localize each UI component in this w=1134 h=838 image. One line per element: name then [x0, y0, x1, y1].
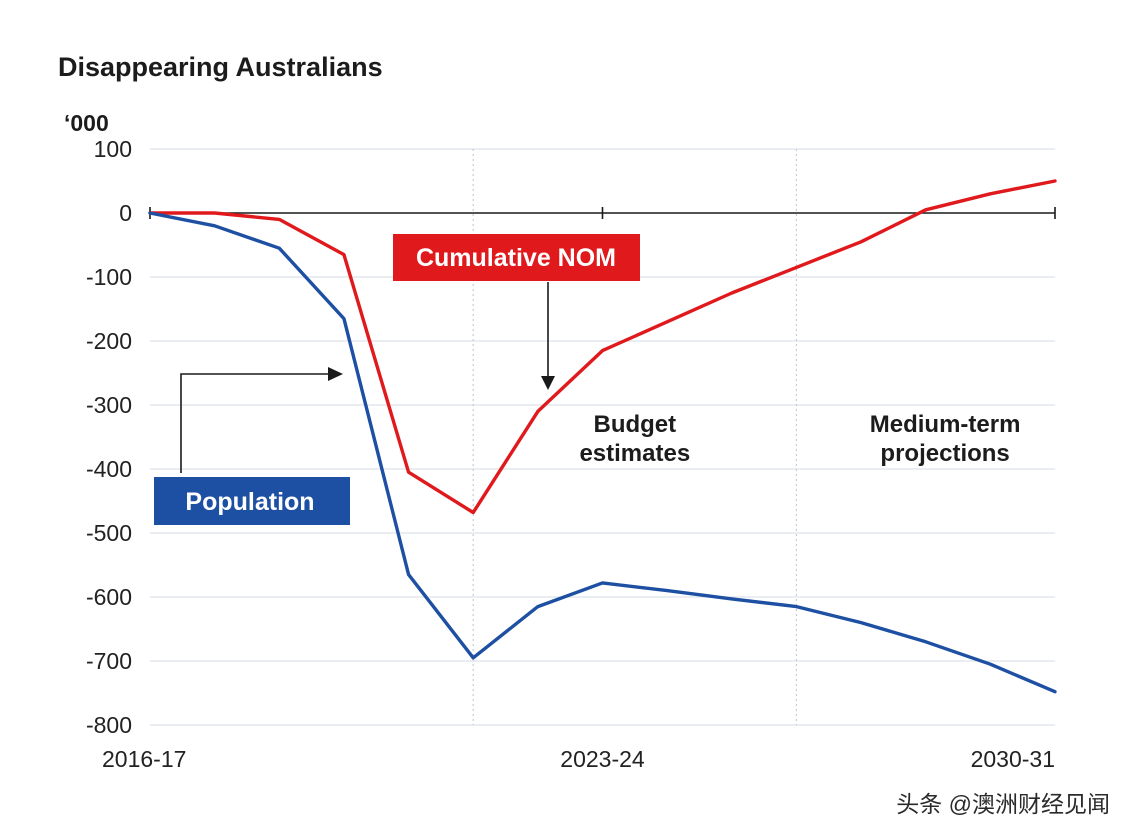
nom-label: Cumulative NOM: [416, 244, 616, 272]
nom-label-box: Cumulative NOM: [393, 234, 640, 281]
y-tick-label: -800: [86, 712, 132, 738]
gridlines: [150, 148, 1055, 726]
population-label: Population: [185, 488, 314, 516]
nom-callout-arrow: [541, 282, 555, 390]
y-tick-label: -300: [86, 392, 132, 418]
y-tick-label: -100: [86, 264, 132, 290]
y-axis-unit: ‘000: [64, 110, 109, 136]
y-tick-label: -600: [86, 584, 132, 610]
population-line: [148, 211, 1057, 694]
chart-title: Disappearing Australians: [58, 52, 383, 82]
population-callout-arrow: [180, 367, 343, 473]
y-tick-label: 100: [94, 136, 132, 162]
region-annotation-line: Budget: [593, 411, 676, 438]
region-annotations: Budget estimates Medium-term projections: [579, 411, 1020, 467]
region-annotation: Budget estimates: [579, 411, 690, 467]
region-annotation-line: projections: [880, 440, 1009, 467]
y-tick-label: -500: [86, 520, 132, 546]
series-lines: [148, 179, 1057, 694]
y-tick-label: 0: [119, 200, 132, 226]
region-annotation: Medium-term projections: [870, 411, 1021, 467]
region-annotation-line: estimates: [579, 440, 690, 467]
cumulative-nom-line: [148, 179, 1057, 515]
x-tick-label: 2016-17: [102, 746, 186, 772]
watermark: 头条 @澳洲财经见闻: [896, 791, 1110, 817]
y-axis-ticks: 100 0 -100 -200 -300 -400 -500 -600 -700 -800: [86, 136, 132, 738]
x-tick-label: 2030-31: [971, 746, 1055, 772]
y-tick-label: -200: [86, 328, 132, 354]
population-label-box: Population: [154, 477, 350, 525]
x-tick-label: 2023-24: [560, 746, 645, 772]
region-annotation-line: Medium-term: [870, 411, 1021, 438]
y-tick-label: -400: [86, 456, 132, 482]
y-tick-label: -700: [86, 648, 132, 674]
x-axis: 2016-17 2023-24 2030-31: [102, 207, 1056, 772]
